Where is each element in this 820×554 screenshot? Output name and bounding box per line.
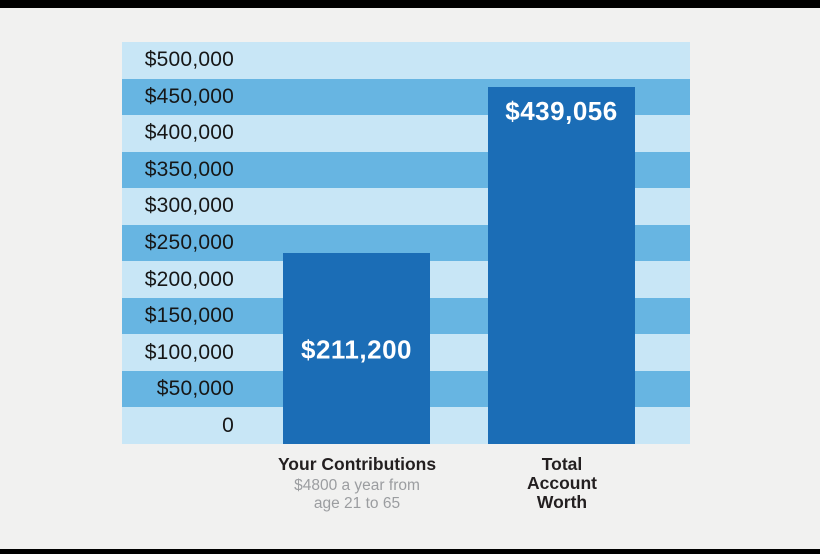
x-category-label: Total Account Worth — [452, 455, 672, 512]
bars-layer: $211,200 $439,056 — [122, 42, 690, 444]
y-tick-label: $250,000 — [144, 231, 234, 254]
y-tick-label: $100,000 — [144, 340, 234, 364]
bar-1: $211,200 — [283, 253, 430, 444]
y-tick-label: $150,000 — [144, 304, 234, 328]
y-tick-label: $450,000 — [144, 84, 234, 108]
category-title: Total Account Worth — [527, 454, 597, 512]
y-tick-label: $400,000 — [144, 121, 234, 145]
y-tick-label: $500,000 — [144, 48, 234, 72]
y-tick-label: $50,000 — [156, 377, 234, 401]
y-tick-label: $350,000 — [144, 157, 234, 181]
bar-2: $439,056 — [488, 86, 635, 444]
y-tick-label: $300,000 — [144, 194, 234, 218]
top-border — [0, 0, 820, 8]
y-tick-label: $200,000 — [144, 267, 234, 291]
bar-chart: $500,000 $450,000 $400,000 $350,000 $300,000… — [122, 42, 690, 445]
grid-band: $500,000 — [122, 42, 690, 79]
category-subtitle: $4800 a year from age 21 to 65 — [294, 477, 420, 512]
category-title: Your Contributions — [277, 454, 437, 474]
y-tick-label: 0 — [222, 413, 234, 437]
x-category-label: Your Contributions $4800 a year from age … — [247, 455, 467, 513]
bar-value-label: $439,056 — [505, 95, 618, 126]
bar-value-label: $211,200 — [300, 334, 412, 365]
bottom-border — [0, 549, 820, 554]
